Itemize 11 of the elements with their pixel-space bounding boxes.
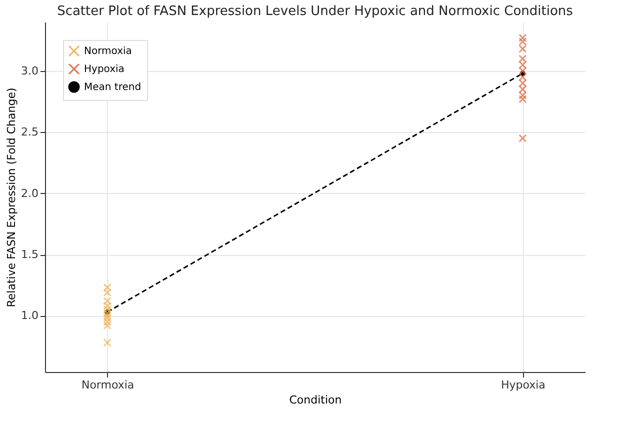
x-axis-title: Condition bbox=[289, 394, 342, 406]
y-tick-label: 1.0 bbox=[21, 309, 38, 322]
legend-label: Hypoxia bbox=[84, 64, 124, 75]
legend-label: Normoxia bbox=[84, 46, 132, 57]
y-axis-title: Relative FASN Expression (Fold Change) bbox=[5, 88, 18, 308]
y-tick-label: 2.0 bbox=[21, 186, 38, 200]
y-tick-label: 3.0 bbox=[21, 64, 38, 78]
chart-title: Scatter Plot of FASN Expression Levels Under Hypoxic and Normoxic Conditions bbox=[57, 4, 574, 19]
y-tick-label: 2.5 bbox=[21, 126, 38, 139]
y-tick-label: 1.5 bbox=[21, 248, 38, 262]
legend-label: Mean trend bbox=[84, 82, 142, 93]
